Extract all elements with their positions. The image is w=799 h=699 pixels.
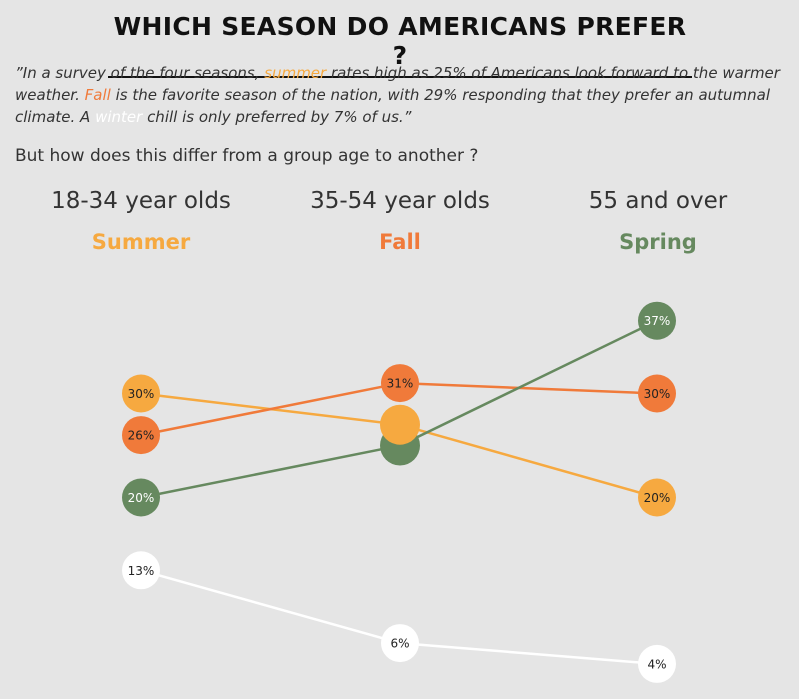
winter-point-1: [122, 551, 160, 590]
summer-point-2: [380, 404, 420, 445]
group-label-18-34: 18-34 year olds: [51, 188, 231, 214]
summer-data-label-1: 30%: [128, 387, 155, 401]
quote-summer-highlight: summer: [264, 64, 327, 82]
winter-point-2: [381, 624, 419, 663]
summer-point-3: [638, 478, 676, 517]
spring-point-3: [638, 301, 676, 340]
fall-point-1: [122, 416, 160, 455]
quote-text-1: ”In a survey of the four seasons,: [15, 64, 265, 82]
quote-fall-highlight: Fall: [84, 86, 111, 104]
fall-data-label-1: 26%: [128, 429, 155, 443]
spring-data-label-1: 20%: [128, 491, 155, 505]
quote-winter-highlight: winter: [95, 108, 143, 126]
summer-point-1: [122, 374, 160, 413]
quote-text-4: chill is only preferred by 7% of us.”: [142, 108, 412, 126]
favorite-season-55-over: Spring: [619, 230, 697, 254]
winter-data-label-2: 6%: [390, 637, 409, 651]
survey-quote: ”In a survey of the four seasons, summer…: [15, 62, 785, 128]
group-label-55-over: 55 and over: [588, 188, 728, 214]
group-label-35-54: 35-54 year olds: [310, 188, 490, 214]
series-points: 13% 6% 4% 20% 37% 30% 20% 26% 31% 30%: [122, 301, 676, 683]
winter-data-label-3: 4%: [647, 657, 666, 671]
spring-point-1: [122, 478, 160, 517]
page-title: WHICH SEASON DO AMERICANS PREFER ?: [108, 12, 692, 78]
quote-text-2: rates high as 25% of Americans look forw…: [15, 64, 780, 104]
quote-text-3: is the favorite season of the nation, wi…: [15, 86, 771, 126]
fall-point-3: [638, 374, 676, 413]
fall-data-label-3: 30%: [644, 387, 671, 401]
favorite-season-18-34: Summer: [91, 230, 191, 254]
question-text: But how does this differ from a group ag…: [15, 146, 479, 166]
summer-data-label-3: 20%: [644, 491, 671, 505]
winter-data-label-1: 13%: [128, 564, 155, 578]
fall-point-2: [381, 364, 419, 403]
fall-data-label-2: 31%: [387, 377, 414, 391]
spring-data-label-3: 37%: [644, 314, 671, 328]
favorite-season-35-54: Fall: [379, 230, 421, 254]
winter-point-3: [638, 644, 676, 683]
